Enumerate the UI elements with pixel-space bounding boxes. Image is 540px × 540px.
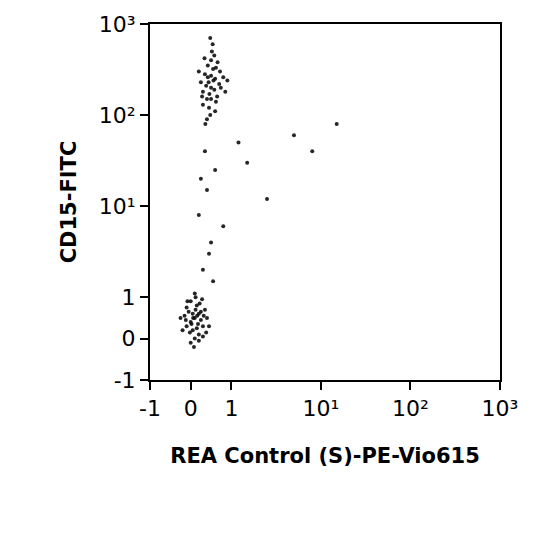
svg-text:10²: 10² [99,103,136,128]
svg-text:10²: 10² [392,396,429,421]
svg-text:10³: 10³ [482,396,519,421]
svg-text:-1: -1 [139,396,161,421]
svg-text:REA Control (S)-PE-Vio615: REA Control (S)-PE-Vio615 [170,444,480,468]
svg-text:10³: 10³ [99,12,136,37]
svg-text:0: 0 [184,396,198,421]
svg-text:1: 1 [224,396,238,421]
svg-text:-1: -1 [114,368,136,393]
svg-text:CD15-FITC: CD15-FITC [57,141,81,264]
svg-text:10¹: 10¹ [99,194,136,219]
svg-text:0: 0 [122,326,136,351]
svg-text:1: 1 [122,285,136,310]
svg-text:10¹: 10¹ [303,396,340,421]
